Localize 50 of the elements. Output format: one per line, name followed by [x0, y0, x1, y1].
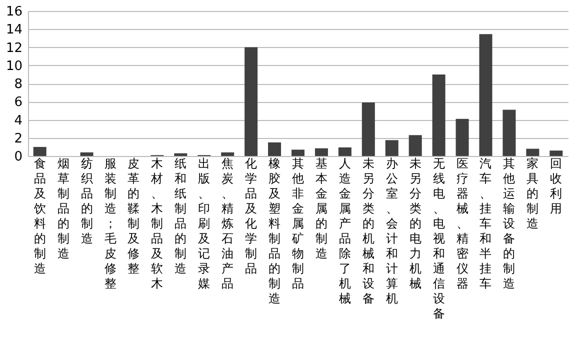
bar: [80, 152, 94, 156]
bar: [362, 102, 375, 156]
x-tick-label: 纺织品的制造: [80, 156, 93, 246]
y-tick-label: 2: [14, 131, 22, 146]
x-tick-label: 烟草制品的制造: [57, 156, 70, 260]
bar: [174, 153, 188, 156]
y-tick-label: 8: [14, 77, 22, 92]
x-tick-label: 纸和纸制品的制造: [174, 156, 187, 276]
category-label: 汽车、挂车和半挂车: [480, 156, 492, 290]
bar: [292, 150, 304, 156]
category-label: 木材、木制品及软木: [151, 156, 164, 290]
category-label: 橡胶及塑料制品的制造: [268, 156, 281, 306]
bar: [432, 74, 446, 156]
x-tick-label: 皮革的鞣制及修整: [128, 156, 140, 276]
category-label: 未另分类的机械和设备: [362, 156, 374, 306]
category-label: 其他非金属矿物制品: [292, 156, 304, 290]
bar: [456, 118, 469, 156]
category-label: 人造金属产品除了机械: [338, 156, 351, 306]
category-label: 无线电、电视和通信设备: [432, 156, 445, 320]
category-label: 未另分类的电力机械: [409, 156, 422, 290]
category-label: 服装制造；毛皮修整: [104, 156, 116, 290]
bar: [550, 150, 563, 156]
bar: [385, 140, 398, 156]
bar: [502, 110, 516, 156]
x-tick-label: 家具的制造: [526, 156, 539, 230]
x-tick-label: 回收利用: [550, 156, 562, 216]
bar: [314, 148, 328, 156]
y-tick-label: 10: [6, 58, 22, 74]
category-label: 出版、印刷及记录媒: [198, 156, 210, 290]
x-tick-label: 化学品及化学制品: [245, 156, 258, 276]
y-tick-label: 4: [14, 113, 22, 128]
bar: [221, 152, 234, 156]
bar: [408, 135, 422, 156]
y-tick-label: 12: [6, 40, 22, 56]
y-tick-label: 16: [6, 4, 22, 20]
category-label: 医疗器械、精密仪器: [456, 156, 468, 290]
y-tick-label: 14: [6, 22, 22, 38]
category-label: 其他运输设备的制造: [503, 156, 516, 290]
bar: [244, 47, 258, 156]
bar: [479, 34, 492, 156]
x-tick-label: 食品及饮料的制造: [32, 156, 46, 276]
y-tick-label: 0: [14, 150, 22, 164]
y-tick-label: 6: [14, 95, 22, 110]
bar: [338, 147, 352, 156]
category-label: 办公室、会计和计算机: [386, 156, 398, 306]
bar: [33, 146, 46, 156]
category-label: 焦炭、精炼石油产品: [222, 156, 234, 290]
bar: [268, 142, 282, 156]
x-tick-label: 基本金属的制造: [315, 156, 328, 260]
bar: [526, 148, 540, 156]
